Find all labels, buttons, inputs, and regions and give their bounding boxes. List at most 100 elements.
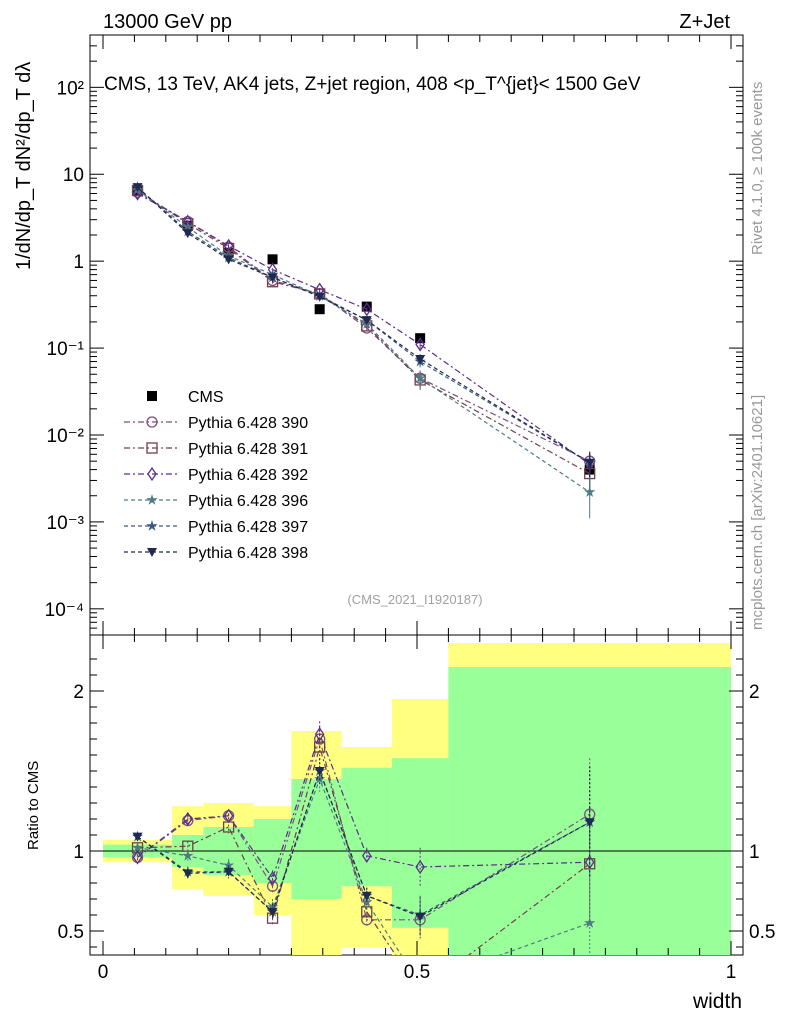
ratio-point	[584, 818, 595, 828]
ratio-tick-label: 2	[73, 682, 84, 703]
y-tick-label: 10⁻³	[47, 513, 85, 534]
x-tick-label: 1	[726, 962, 737, 983]
legend-marker	[146, 416, 158, 428]
ratio-point	[182, 811, 193, 827]
ratio-point	[267, 907, 278, 917]
ratio-point	[131, 841, 144, 853]
ratio-line	[137, 777, 590, 955]
green-band-bin	[391, 758, 449, 928]
ratio-line	[137, 744, 591, 955]
legend-label: CMS	[188, 389, 224, 406]
legend-marker	[146, 520, 158, 531]
legend-marker	[146, 494, 158, 505]
x-axis-label: width	[692, 990, 742, 1013]
legend-item: Pythia 6.428 398	[124, 545, 308, 562]
legend-marker	[147, 548, 157, 557]
data-point	[415, 354, 426, 364]
ratio-uncertainty-bands	[103, 643, 731, 955]
ratio-tick-label: 1	[73, 842, 84, 863]
ratio-series	[131, 721, 596, 955]
legend-item: Pythia 6.428 390	[124, 415, 308, 432]
legend-label: Pythia 6.428 398	[188, 545, 308, 562]
ratio-point	[415, 859, 425, 875]
ratio-point	[314, 767, 325, 776]
mcplots-text: mcplots.cern.ch [arXiv:2401.10621]	[749, 395, 766, 630]
data-point	[361, 301, 372, 312]
ratio-point	[223, 808, 234, 823]
y-tick-label: 10	[63, 165, 84, 186]
ratio-point	[132, 832, 143, 842]
legend-item: Pythia 6.428 396	[124, 493, 308, 510]
ratio-line	[137, 769, 590, 916]
green-band-bin	[291, 779, 342, 899]
y-tick-label: 10⁻¹	[47, 339, 85, 360]
ratio-point	[222, 859, 235, 871]
y-tick-label: 10⁻⁴	[45, 600, 84, 621]
data-point	[414, 372, 426, 384]
legend-item: Pythia 6.428 392	[124, 466, 308, 484]
y-axis-label: 1/dN/dp_T dN²/dp_T dλ	[13, 62, 35, 270]
series-line	[137, 186, 591, 464]
y-tick-label: 1	[73, 252, 84, 273]
series-line	[137, 189, 590, 475]
legend-label: Pythia 6.428 391	[188, 441, 308, 458]
ratio-point	[361, 891, 372, 901]
ratio-point	[361, 848, 372, 863]
ratio-line	[137, 769, 590, 918]
rivet-version-text: Rivet 4.1.0, ≥ 100k events	[749, 82, 766, 255]
main-title: CMS, 13 TeV, AK4 jets, Z+jet region, 408…	[104, 74, 641, 95]
data-point	[584, 486, 596, 497]
ratio-tick-label: 0.5	[58, 922, 84, 943]
legend-marker	[147, 466, 157, 482]
data-point	[314, 304, 325, 315]
data-point	[361, 316, 372, 326]
analysis-id: (CMS_2021_I1920187)	[347, 592, 482, 607]
data-point	[415, 337, 425, 352]
main-series	[131, 181, 596, 519]
legend-marker	[146, 442, 158, 454]
series-line	[137, 186, 591, 464]
legend-item: CMS	[147, 389, 224, 406]
data-point	[132, 183, 143, 193]
legend-item: Pythia 6.428 397	[124, 519, 308, 536]
legend-label: Pythia 6.428 392	[188, 467, 308, 484]
legend-marker	[147, 391, 157, 401]
main-series-pythia-6-428-398	[132, 183, 595, 477]
green-band-bin	[341, 767, 392, 887]
ratio-point	[182, 869, 193, 879]
data-point	[267, 273, 278, 283]
data-point	[314, 292, 325, 302]
legend: CMS Pythia 6.428 390 Pythia 6.428 391 Pythi…	[124, 389, 308, 562]
data-point	[584, 458, 595, 468]
ratio-point	[267, 871, 278, 886]
ratio-point	[132, 850, 143, 865]
ratio-series-pythia-6-428-392	[132, 721, 595, 919]
y-tick-label: 10⁻²	[47, 426, 85, 447]
legend-label: Pythia 6.428 390	[188, 415, 308, 432]
ratio-axis-label: Ratio to CMS	[25, 761, 42, 850]
data-point	[267, 254, 278, 265]
y-tick-label: 10²	[57, 78, 84, 99]
ratio-series-pythia-6-428-398	[132, 758, 595, 936]
series-line	[137, 192, 591, 465]
ratio-point	[584, 917, 596, 928]
header-right: Z+Jet	[679, 11, 730, 33]
ratio-tick-label-right: 1	[749, 842, 760, 863]
ratio-tick-label-right: 0.5	[749, 922, 775, 943]
ratio-point	[415, 912, 426, 922]
legend-label: Pythia 6.428 396	[188, 493, 308, 510]
ratio-point	[223, 867, 234, 877]
ratio-point	[266, 880, 279, 892]
ratio-point	[182, 849, 194, 861]
ratio-tick-label-right: 2	[749, 682, 760, 703]
legend-item: Pythia 6.428 391	[124, 441, 308, 458]
data-point	[223, 255, 234, 265]
main-series-pythia-6-428-397	[131, 181, 596, 477]
header-left: 13000 GeV pp	[103, 11, 232, 33]
ratio-point	[314, 727, 325, 742]
ratio-line	[137, 732, 590, 880]
x-tick-label: 0	[98, 962, 109, 983]
x-tick-label: 0.5	[404, 962, 430, 983]
data-point	[182, 229, 193, 239]
